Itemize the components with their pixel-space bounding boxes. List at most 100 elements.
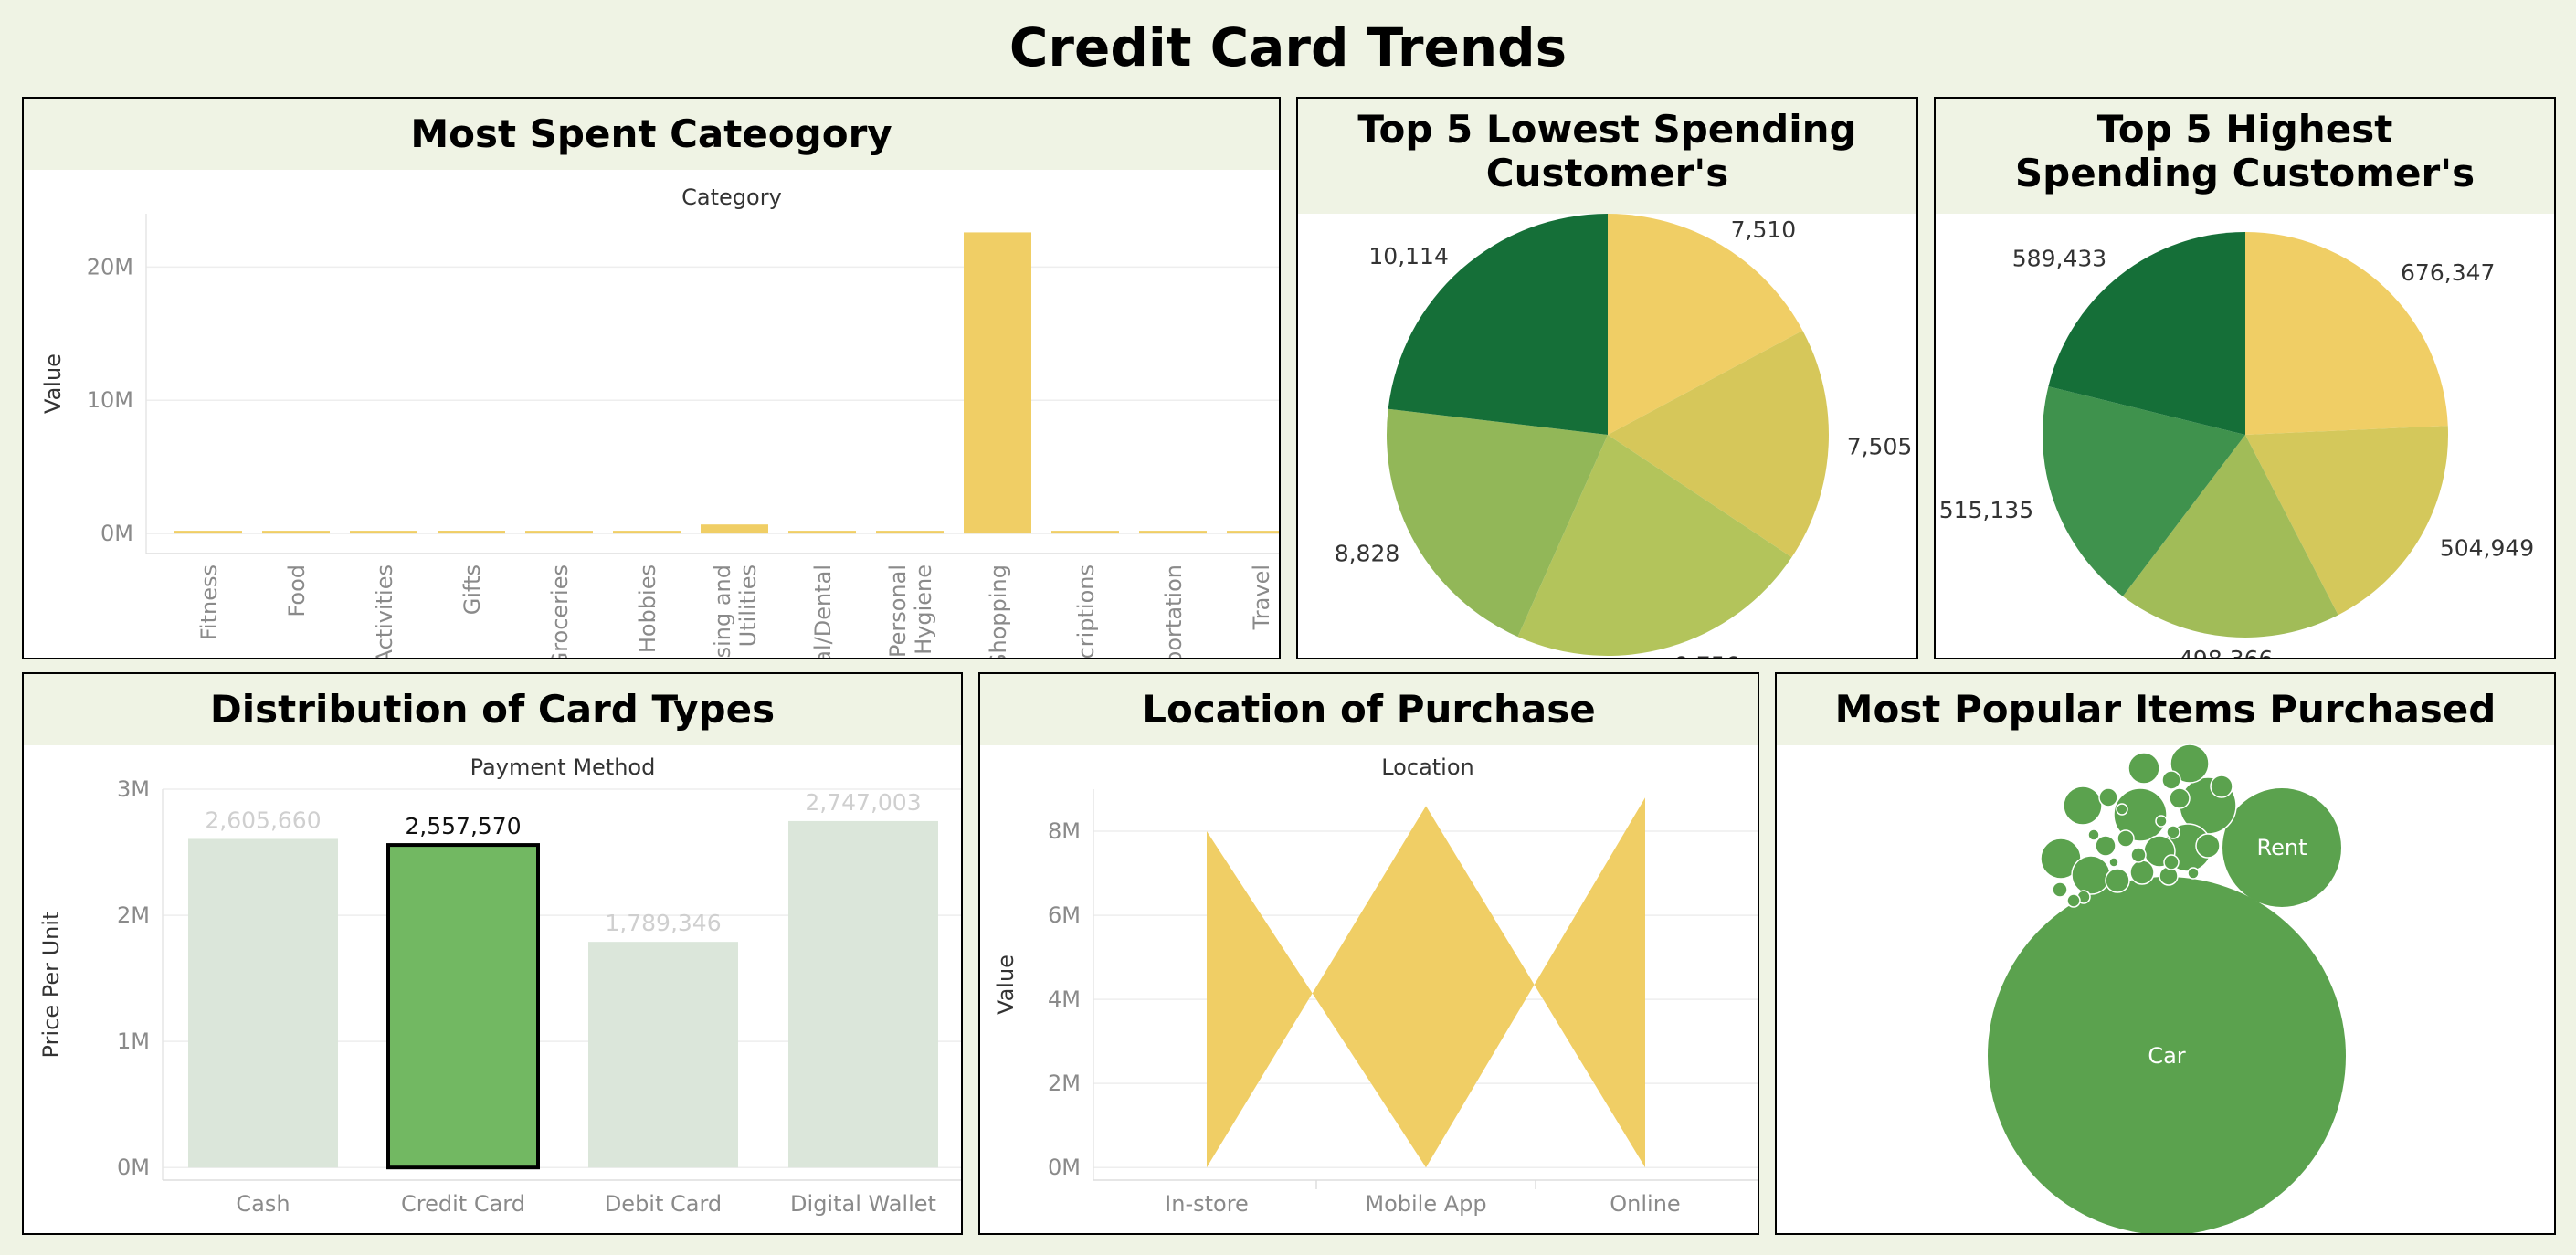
bubble — [2170, 744, 2210, 784]
x-tick-label-line: Personal — [885, 564, 911, 658]
y-axis-title: Value — [40, 353, 66, 414]
y-tick-label: 0M — [100, 521, 133, 546]
pie-slice — [1608, 330, 1829, 558]
bar — [876, 531, 944, 534]
bubble — [2095, 835, 2117, 857]
x-tick-label-line: Utilities — [735, 564, 761, 647]
chart-subtitle: Category — [681, 185, 782, 210]
bar — [386, 843, 540, 1170]
pie-label: 676,347 — [2401, 259, 2495, 286]
panel-title: Most Popular Items Purchased — [1777, 674, 2554, 745]
panel-title: Top 5 Lowest Spending Customer's — [1298, 99, 1916, 214]
x-tick-label-line: Transportation — [1161, 564, 1187, 659]
bar — [438, 531, 505, 534]
highest-customers-pie: 676,347 504,949 498,366 515,135 589,433 — [1939, 232, 2534, 659]
x-tick-label-line: Housing and — [710, 564, 735, 659]
panel-card-types: Distribution of Card Types Payment Metho… — [22, 672, 963, 1235]
x-tick-label-line: Hygiene — [911, 564, 936, 655]
bubble — [2130, 847, 2147, 863]
bubble — [2066, 893, 2081, 908]
card-types-bar-chart: Payment Method Price Per Unit 0M 1M 2M 3M 2,60… — [38, 754, 961, 1217]
x-tick-label-line: Friend Activities — [372, 564, 397, 659]
dashboard-title: Credit Card Trends — [1008, 16, 1568, 79]
bubble — [2166, 825, 2180, 839]
bubble — [2195, 833, 2221, 859]
x-tick-label-line: Shopping — [986, 564, 1011, 659]
pie-slice — [2245, 232, 2448, 435]
x-tick-label: Groceries — [547, 564, 573, 659]
x-tick-label: Shopping — [986, 564, 1011, 659]
bar — [174, 531, 242, 534]
bar-value-label: 1,789,346 — [605, 910, 721, 936]
x-tick-label: Digital Wallet — [790, 1191, 936, 1217]
panel-title: Top 5 Highest Spending Customer's — [1936, 99, 2554, 214]
bar — [350, 531, 417, 534]
bubble — [2087, 828, 2100, 841]
x-tick-label: Credit Card — [401, 1191, 525, 1217]
bubble — [2105, 868, 2130, 893]
location-area-chart: Location Value 0M 2M 4M 6M 8M In-store Mobile Ap… — [993, 754, 1758, 1217]
x-tick-label: Friend Activities — [372, 564, 397, 659]
x-tick-label-line: Hobbies — [635, 564, 660, 653]
items-bubble-chart: Car Rent — [1988, 744, 2346, 1233]
pie-slice — [2245, 426, 2448, 616]
pie-label: 498,366 — [2179, 646, 2273, 659]
bubble — [2161, 770, 2181, 790]
bubble — [2117, 829, 2135, 848]
x-tick-label: Cash — [236, 1191, 290, 1217]
lowest-customers-pie: 7,510 7,505 9,756 8,828 10,114 — [1335, 214, 1913, 659]
bubble-label: Rent — [2257, 835, 2307, 860]
pie-slice — [1517, 435, 1792, 656]
chart-subtitle: Location — [1381, 754, 1474, 780]
bubble — [2063, 786, 2103, 826]
x-tick-label: Food — [284, 564, 310, 617]
bubble — [2127, 752, 2160, 785]
bar — [1227, 531, 1279, 534]
bar — [1139, 531, 1207, 534]
bar — [188, 838, 338, 1168]
panel-title: Most Spent Cateogory — [24, 99, 1279, 170]
pie-slice — [1608, 214, 1803, 435]
y-tick-label: 2M — [117, 902, 150, 928]
bar — [613, 531, 681, 534]
pie-slice — [2048, 232, 2245, 435]
x-tick-label: Personal Hygiene — [885, 564, 936, 658]
bar — [788, 820, 938, 1168]
x-tick-label: Debit Card — [605, 1191, 722, 1217]
bubble — [2098, 787, 2118, 807]
x-tick-label-line: Groceries — [547, 564, 573, 659]
panel-highest-customers: Top 5 Highest Spending Customer's 676,34… — [1934, 97, 2556, 659]
y-tick-label: 0M — [117, 1155, 150, 1180]
pie-slice — [1387, 408, 1608, 638]
x-tick-label: Mobile App — [1365, 1191, 1486, 1217]
bar — [525, 531, 593, 534]
y-tick-label: 2M — [1048, 1070, 1081, 1096]
pie-label: 9,756 — [1674, 652, 1740, 659]
x-tick-label: Medical/Dental — [810, 564, 836, 658]
bubble — [2155, 815, 2168, 828]
y-tick-label: 0M — [1048, 1155, 1081, 1180]
pie-label: 7,505 — [1847, 434, 1913, 460]
bar-value-label: 2,605,660 — [205, 807, 321, 833]
bubble — [2071, 855, 2111, 895]
y-axis-title: Price Per Unit — [38, 912, 64, 1059]
x-tick-label: Travel — [1249, 564, 1274, 630]
panel-title: Distribution of Card Types — [24, 674, 961, 745]
pie-label: 515,135 — [1939, 497, 2033, 523]
pie-label: 504,949 — [2440, 534, 2534, 561]
x-tick-label: Fitness — [196, 564, 222, 640]
bubble — [2210, 775, 2233, 798]
panel-most-spent-category: Most Spent Cateogory Category Value 0M 10M 2… — [22, 97, 1281, 659]
bar — [1051, 531, 1119, 534]
pie-slice — [2122, 435, 2338, 638]
bar-value-label: 2,747,003 — [805, 789, 921, 816]
x-tick-label-line: Fitness — [196, 564, 222, 640]
x-tick-label: Online — [1610, 1191, 1680, 1217]
pie-label: 589,433 — [2012, 245, 2106, 271]
pie-slice — [2043, 386, 2245, 596]
pie-label: 10,114 — [1368, 243, 1448, 269]
bubble — [2163, 854, 2180, 870]
bubble — [2169, 787, 2191, 809]
y-tick-label: 20M — [87, 254, 133, 279]
x-tick-label: In-store — [1165, 1191, 1249, 1217]
